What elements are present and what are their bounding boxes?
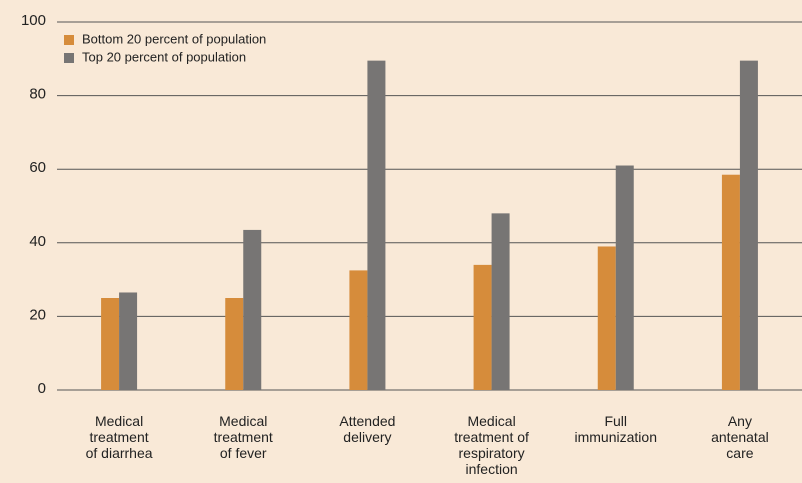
x-tick-label-line: delivery	[343, 429, 391, 445]
bar	[225, 298, 244, 390]
x-tick-label-line: care	[726, 445, 753, 461]
x-tick-label: Attended delivery	[339, 413, 395, 445]
y-tick-label: 60	[29, 159, 46, 176]
bar	[101, 298, 120, 390]
bar	[739, 60, 758, 390]
x-tick-label: Medical treatment of respiratory infection	[454, 413, 529, 477]
x-tick-label-line: Full	[604, 413, 627, 429]
x-tick-label-line: treatment	[214, 429, 273, 445]
x-tick-label-line: Any	[728, 413, 752, 429]
x-tick-label-line: of fever	[220, 445, 267, 461]
legend-swatch	[64, 35, 74, 45]
x-tick-label-line: immunization	[575, 429, 657, 445]
x-tick-label: Medical treatment of fever	[214, 413, 273, 461]
y-tick-label: 0	[38, 380, 46, 397]
x-tick-label: Any antenatal care	[711, 413, 769, 461]
x-tick-label-line: Medical	[467, 413, 515, 429]
x-tick-label: Full immunization	[575, 413, 657, 445]
x-tick-label-line: infection	[466, 461, 518, 477]
legend-label: Top 20 percent of population	[82, 49, 246, 64]
y-tick-label: 80	[29, 86, 46, 103]
bar	[721, 174, 740, 390]
bar	[597, 246, 616, 390]
x-tick-label-line: respiratory	[459, 445, 525, 461]
bar	[243, 229, 262, 390]
bar	[119, 292, 138, 390]
bar	[349, 270, 368, 390]
y-tick-label: 100	[21, 12, 46, 29]
x-tick-label-line: Medical	[219, 413, 267, 429]
bar	[367, 60, 386, 390]
legend-label: Bottom 20 percent of population	[82, 31, 266, 46]
y-tick-label: 40	[29, 233, 46, 250]
x-tick-label-line: treatment	[90, 429, 149, 445]
x-tick-label-line: treatment of	[454, 429, 529, 445]
y-tick-label: 20	[29, 306, 46, 323]
x-tick-label-line: Medical	[95, 413, 143, 429]
bar	[473, 264, 492, 390]
bar	[491, 213, 510, 390]
x-tick-label-line: antenatal	[711, 429, 769, 445]
bar	[615, 165, 634, 390]
x-tick-label-line: Attended	[339, 413, 395, 429]
x-tick-label: Medical treatment of diarrhea	[86, 413, 153, 461]
legend-swatch	[64, 53, 74, 63]
x-tick-label-line: of diarrhea	[86, 445, 153, 461]
